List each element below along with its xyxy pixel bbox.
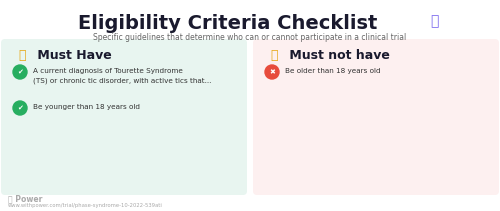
Text: www.withpower.com/trial/phase-syndrome-10-2022-539ati: www.withpower.com/trial/phase-syndrome-1… [8,203,163,208]
Text: Be younger than 18 years old: Be younger than 18 years old [33,104,140,110]
Text: ✖: ✖ [269,69,275,75]
Text: Specific guidelines that determine who can or cannot participate in a clinical t: Specific guidelines that determine who c… [94,33,406,42]
Circle shape [13,101,27,115]
Text: Be older than 18 years old: Be older than 18 years old [285,68,380,74]
Text: ✔: ✔ [17,69,23,75]
Text: A current diagnosis of Tourette Syndrome: A current diagnosis of Tourette Syndrome [33,68,183,74]
Circle shape [265,65,279,79]
Text: ␧ Power: ␧ Power [8,194,42,203]
Text: (TS) or chronic tic disorder, with active tics that...: (TS) or chronic tic disorder, with activ… [33,78,212,84]
Text: ✔: ✔ [17,105,23,111]
Text: Eligibility Criteria Checklist: Eligibility Criteria Checklist [78,14,378,33]
Text: Must Have: Must Have [33,49,112,62]
FancyBboxPatch shape [253,39,499,195]
FancyBboxPatch shape [1,39,247,195]
Text: 👍: 👍 [18,49,26,62]
Circle shape [13,65,27,79]
Text: 👎: 👎 [270,49,278,62]
Text: 📋: 📋 [430,14,438,28]
Text: Must not have: Must not have [285,49,390,62]
